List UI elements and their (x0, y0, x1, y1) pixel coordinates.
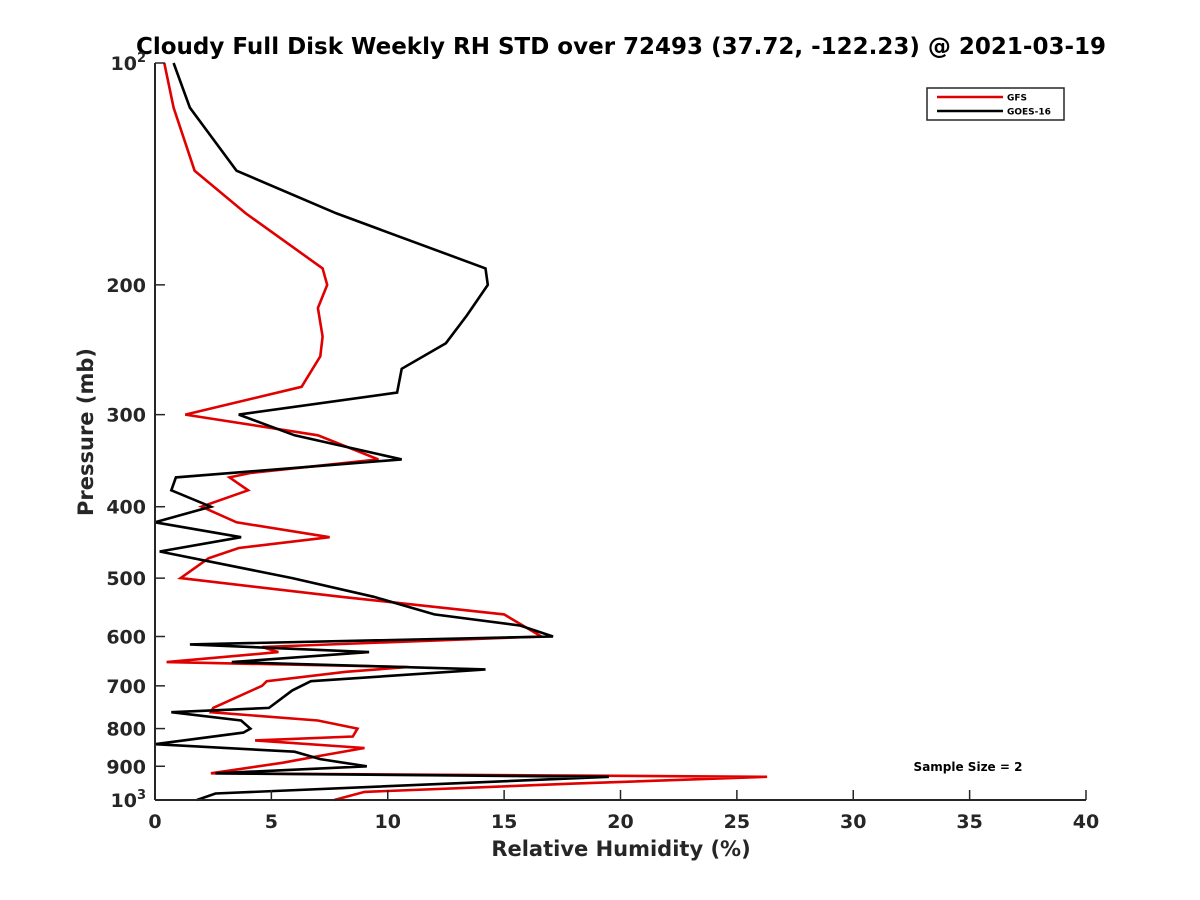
y-tick-label: 500 (106, 568, 146, 590)
x-tick-label: 20 (607, 811, 633, 833)
y-tick-label: 800 (106, 719, 146, 741)
y-tick-label: 700 (106, 676, 146, 698)
x-ticks: 0 5 10 15 20 25 30 35 40 (148, 790, 1099, 833)
x-tick-label: 0 (148, 811, 161, 833)
y-tick-label: 400 (106, 497, 146, 519)
y-tick-label: 600 (106, 626, 146, 648)
y-tick-label: 300 (106, 405, 146, 427)
x-tick-label: 30 (840, 811, 866, 833)
y-tick-label: 200 (106, 275, 146, 297)
y-tick-label: 103 (111, 788, 147, 812)
y-tick-label: 102 (111, 51, 147, 75)
legend-label: GOES-16 (1007, 108, 1051, 118)
x-tick-label: 25 (724, 811, 750, 833)
x-axis-label: Relative Humidity (%) (491, 837, 750, 861)
chart-title: Cloudy Full Disk Weekly RH STD over 7249… (136, 34, 1106, 60)
sample-size-annotation: Sample Size = 2 (914, 760, 1023, 774)
x-tick-label: 35 (956, 811, 982, 833)
series-line-gfs (163, 62, 768, 802)
x-tick-label: 10 (375, 811, 401, 833)
x-tick-label: 40 (1073, 811, 1099, 833)
y-tick-label: 900 (106, 756, 146, 778)
legend: GFS GOES-16 (926, 87, 1065, 121)
y-ticks: 102 200 300 400 500 600 700 800 900 103 (106, 51, 165, 812)
x-tick-label: 15 (491, 811, 517, 833)
x-tick-label: 5 (265, 811, 278, 833)
legend-entries: GFS GOES-16 (937, 94, 1051, 118)
legend-label: GFS (1007, 94, 1027, 104)
y-axis-label: Pressure (mb) (74, 348, 98, 516)
legend-box (926, 87, 1065, 121)
